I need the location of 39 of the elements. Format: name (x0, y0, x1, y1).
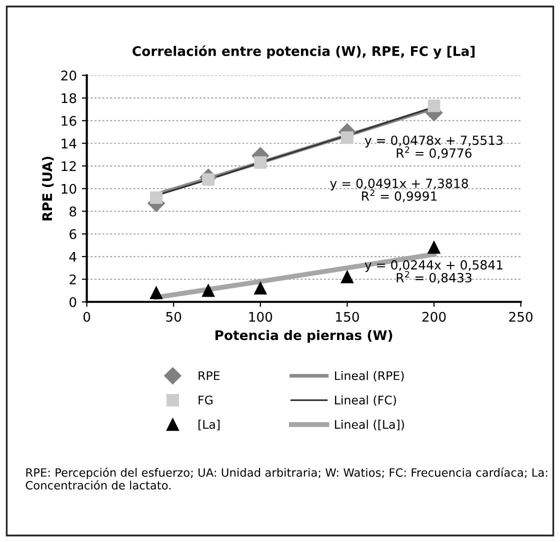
point (254, 282, 267, 295)
y-tick-label: 20 (61, 70, 76, 81)
chart-title: Correlación entre potencia (W), RPE, FC y [La] (132, 45, 475, 59)
point (340, 270, 354, 284)
legend-label: FG (198, 396, 212, 405)
y-tick-label: 2 (70, 274, 76, 284)
point (428, 100, 440, 112)
y-tick-label: 14 (62, 138, 76, 148)
legend-label: Lineal ([La]) (335, 420, 404, 430)
text: RPE: Percepción del esfuerzo; UA: Unidad arbitraria; W: Watios; FC: Frecuencia cardíaca; La: Concentración de lactato. (26, 468, 548, 490)
point (202, 284, 215, 297)
y-tick-label: 18 (62, 93, 76, 104)
annotation: y = 0,0491x + 7,3818 R$^{2}$ = 0,9991 (330, 178, 468, 202)
x-tick-label: 50 (166, 312, 182, 322)
x-tick-label: 100 (249, 312, 272, 322)
annotation: y = 0,0478x + 7,5513 R$^{2}$ = 0,9776 (364, 136, 503, 160)
point (150, 191, 162, 204)
x-tick-label: 150 (336, 312, 359, 322)
x-tick-label: 200 (422, 312, 446, 322)
y-tick-label: 12 (62, 161, 76, 171)
y-axis-title: RPE (UA) (42, 156, 54, 220)
y-tick-label: 16 (62, 116, 76, 126)
point (428, 241, 440, 254)
point (150, 286, 162, 300)
y-tick-label: 10 (62, 184, 76, 194)
x-tick-label: 0 (83, 312, 90, 322)
legend-label: [La] (198, 420, 220, 430)
legend-label: Lineal (FC) (335, 395, 396, 406)
legend-label: Lineal (RPE) (335, 370, 404, 382)
y-tick-label: 8 (70, 206, 76, 216)
legend-label: RPE (198, 371, 220, 380)
x-tick-label: 250 (509, 312, 533, 322)
y-tick-label: 6 (70, 229, 76, 240)
x-axis-title: Potencia de piernas (W) (216, 330, 392, 343)
y-tick-label: 4 (69, 252, 76, 262)
point (254, 156, 267, 169)
y-tick-label: 0 (70, 297, 76, 308)
point (340, 131, 354, 144)
annotation: y = 0,0244x + 0,5841 R$^{2}$ = 0,8433 (364, 260, 502, 284)
